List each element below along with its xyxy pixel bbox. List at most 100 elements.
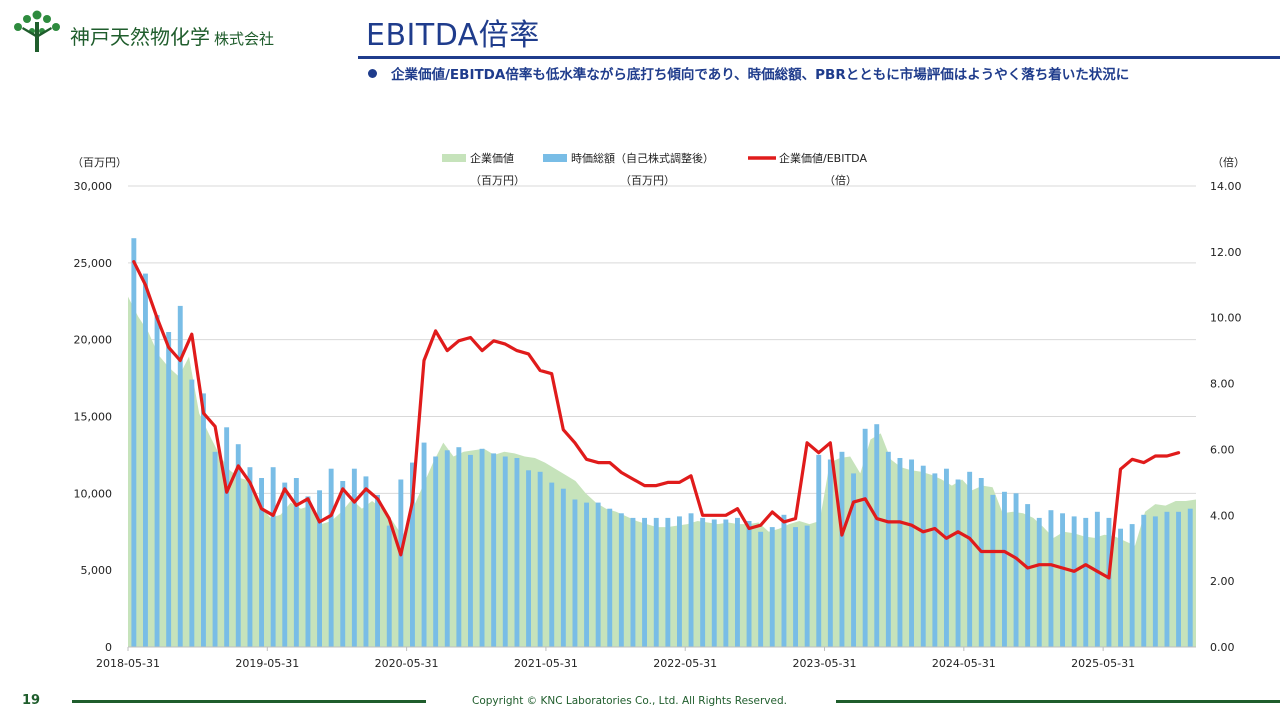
market-cap-bar bbox=[375, 494, 380, 647]
market-cap-bar bbox=[444, 450, 450, 647]
company-name-main: 神戸天然物化学 bbox=[70, 24, 210, 49]
market-cap-bar bbox=[363, 476, 369, 647]
left-axis-tick-label: 30,000 bbox=[74, 180, 113, 193]
left-axis-tick-label: 20,000 bbox=[74, 334, 113, 347]
market-cap-bar bbox=[909, 459, 914, 647]
market-cap-bar bbox=[386, 525, 392, 647]
market-cap-bar bbox=[560, 488, 566, 647]
market-cap-bar bbox=[305, 496, 311, 647]
footer-rule-left bbox=[72, 700, 426, 703]
legend-unit-ev-ebitda: （倍） bbox=[824, 173, 857, 187]
market-cap-bar bbox=[839, 451, 845, 647]
market-cap-bar bbox=[328, 468, 334, 647]
market-cap-bar bbox=[456, 447, 462, 647]
market-cap-bar bbox=[1129, 524, 1135, 647]
summary-bullet: 企業価値/EBITDA倍率も低水準ながら底打ち傾向であり、時価総額、PBRととも… bbox=[368, 63, 1129, 83]
market-cap-bar bbox=[955, 479, 961, 647]
x-axis-tick-label: 2024-05-31 bbox=[932, 657, 996, 670]
legend-label-market-cap: 時価総額（自己株式調整後） bbox=[571, 151, 714, 165]
market-cap-bar bbox=[537, 471, 543, 647]
legend-label-enterprise-value: 企業価値 bbox=[470, 151, 514, 165]
market-cap-bar bbox=[1071, 516, 1077, 647]
market-cap-bar bbox=[282, 482, 288, 647]
market-cap-bar bbox=[1048, 510, 1054, 647]
page-title: EBITDA倍率 bbox=[366, 18, 540, 53]
market-cap-bar bbox=[793, 527, 798, 647]
company-name-suffix: 株式会社 bbox=[214, 29, 275, 48]
market-cap-bar bbox=[827, 459, 833, 647]
legend-label-ev-ebitda: 企業価値/EBITDA bbox=[779, 151, 867, 165]
x-axis-tick-label: 2021-05-31 bbox=[514, 657, 578, 670]
left-axis-tick-label: 5,000 bbox=[81, 564, 113, 577]
title-underline bbox=[358, 56, 1280, 59]
market-cap-bar bbox=[723, 519, 729, 647]
legend-swatch-market-cap bbox=[543, 154, 567, 162]
market-cap-bar bbox=[816, 454, 822, 647]
market-cap-bar bbox=[189, 379, 195, 647]
market-cap-bar bbox=[642, 517, 647, 647]
x-axis-tick-label: 2023-05-31 bbox=[793, 657, 857, 670]
x-axis-tick-label: 2025-05-31 bbox=[1071, 657, 1135, 670]
market-cap-bar bbox=[711, 519, 717, 647]
right-axis-tick-label: 6.00 bbox=[1210, 443, 1235, 456]
market-cap-bar bbox=[1083, 517, 1089, 647]
ev-ebitda-series-line bbox=[132, 260, 1181, 580]
market-cap-bar bbox=[944, 468, 949, 647]
market-cap-bar bbox=[293, 478, 299, 647]
market-cap-bar bbox=[143, 273, 148, 647]
market-cap-bar bbox=[433, 456, 439, 647]
market-cap-bar bbox=[1106, 517, 1112, 647]
market-cap-bars bbox=[131, 238, 1193, 648]
market-cap-bar bbox=[1176, 511, 1181, 647]
market-cap-bar bbox=[1036, 517, 1042, 647]
market-cap-bar bbox=[618, 513, 624, 647]
market-cap-bar bbox=[700, 517, 706, 647]
right-axis-tick-label: 12.00 bbox=[1210, 246, 1242, 259]
market-cap-bar bbox=[270, 467, 276, 647]
market-cap-bar bbox=[259, 478, 264, 647]
market-cap-bar bbox=[804, 525, 810, 647]
right-axis-tick-label: 4.00 bbox=[1210, 509, 1235, 522]
enterprise-value-area bbox=[128, 296, 1196, 647]
market-cap-bar bbox=[920, 465, 926, 647]
left-axis-tick-label: 0 bbox=[105, 641, 112, 654]
market-cap-bar bbox=[154, 315, 160, 647]
market-cap-bar bbox=[1013, 493, 1019, 647]
market-cap-bar bbox=[874, 424, 880, 647]
left-axis-unit: （百万円） bbox=[72, 156, 127, 169]
market-cap-bar bbox=[862, 428, 868, 647]
market-cap-bar bbox=[1118, 528, 1123, 647]
market-cap-bar bbox=[247, 467, 253, 647]
page-number: 19 bbox=[22, 693, 41, 708]
company-logo: 神戸天然物化学 株式会社 bbox=[10, 8, 274, 54]
market-cap-bar bbox=[607, 508, 613, 647]
market-cap-bar bbox=[1187, 508, 1193, 647]
market-cap-bar bbox=[897, 458, 903, 647]
legend-unit-enterprise-value: （百万円） bbox=[470, 174, 525, 187]
market-cap-bar bbox=[398, 479, 404, 647]
legend-swatch-enterprise-value bbox=[442, 154, 466, 162]
axes: 0 5,000 10,000 15,000 20,000 25,000 30,000 0.00… bbox=[74, 180, 1242, 670]
bullet-dot-icon bbox=[368, 68, 377, 78]
market-cap-bar bbox=[665, 517, 671, 647]
market-cap-bar bbox=[653, 517, 659, 647]
x-axis-tick-label: 2022-05-31 bbox=[653, 657, 717, 670]
market-cap-bar bbox=[479, 448, 485, 647]
market-cap-bar bbox=[166, 332, 172, 647]
legend-unit-market-cap: （百万円） bbox=[620, 174, 675, 187]
market-cap-bar bbox=[932, 473, 938, 647]
x-axis-tick-label: 2018-05-31 bbox=[96, 657, 160, 670]
copyright-text: Copyright © KNC Laboratories Co., Ltd. A… bbox=[472, 695, 787, 707]
x-axis-tick-label: 2019-05-31 bbox=[235, 657, 299, 670]
market-cap-bar bbox=[584, 502, 589, 647]
market-cap-bar bbox=[885, 451, 891, 647]
ebitda-chart: 0 5,000 10,000 15,000 20,000 25,000 30,000 0.00… bbox=[72, 151, 1245, 670]
market-cap-bar bbox=[967, 471, 973, 647]
market-cap-bar bbox=[630, 517, 636, 647]
market-cap-bar bbox=[1025, 504, 1031, 647]
market-cap-bar bbox=[340, 481, 346, 647]
market-cap-bar bbox=[212, 451, 218, 647]
market-cap-bar bbox=[758, 531, 764, 648]
left-axis-tick-label: 15,000 bbox=[74, 411, 113, 424]
market-cap-bar bbox=[351, 468, 357, 647]
